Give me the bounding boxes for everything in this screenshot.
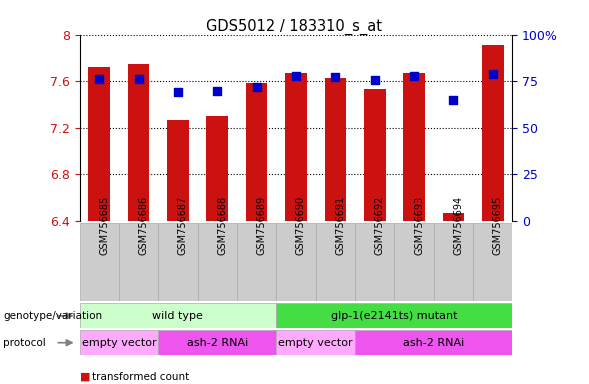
- Text: GSM756691: GSM756691: [335, 195, 345, 255]
- Bar: [167, 119, 188, 221]
- Text: GSM756687: GSM756687: [178, 195, 188, 255]
- Text: glp-1(e2141ts) mutant: glp-1(e2141ts) mutant: [331, 311, 458, 321]
- Text: GSM756688: GSM756688: [217, 195, 227, 255]
- Point: [330, 74, 340, 81]
- Text: GSM756686: GSM756686: [138, 195, 148, 255]
- Text: empty vector: empty vector: [279, 338, 353, 348]
- Bar: [316, 223, 355, 301]
- Point: [94, 76, 104, 82]
- Text: GSM756694: GSM756694: [454, 195, 464, 255]
- Bar: [285, 73, 307, 221]
- Bar: [482, 45, 504, 221]
- Text: GDS5012 / 183310_s_at: GDS5012 / 183310_s_at: [207, 19, 382, 35]
- Bar: [395, 223, 434, 301]
- Text: transformed count: transformed count: [92, 372, 190, 382]
- Bar: [473, 223, 512, 301]
- Point: [252, 84, 262, 90]
- Point: [370, 77, 379, 83]
- Bar: [442, 213, 464, 221]
- Bar: [276, 330, 355, 355]
- Bar: [197, 223, 237, 301]
- Text: protocol: protocol: [3, 338, 46, 348]
- Text: GSM756692: GSM756692: [375, 195, 385, 255]
- Point: [488, 71, 498, 77]
- Text: GSM756695: GSM756695: [493, 195, 503, 255]
- Text: ash-2 RNAi: ash-2 RNAi: [187, 338, 248, 348]
- Text: GSM756685: GSM756685: [99, 195, 109, 255]
- Bar: [276, 223, 316, 301]
- Bar: [325, 78, 346, 221]
- Bar: [434, 223, 473, 301]
- Text: empty vector: empty vector: [81, 338, 156, 348]
- Bar: [158, 330, 276, 355]
- Point: [173, 89, 183, 95]
- Bar: [355, 330, 512, 355]
- Point: [213, 88, 222, 94]
- Bar: [276, 303, 512, 328]
- Bar: [237, 223, 276, 301]
- Point: [134, 76, 143, 82]
- Point: [291, 73, 300, 79]
- Bar: [246, 83, 267, 221]
- Text: ■: ■: [80, 372, 90, 382]
- Bar: [80, 330, 158, 355]
- Bar: [364, 89, 386, 221]
- Point: [449, 97, 458, 103]
- Bar: [88, 67, 110, 221]
- Bar: [403, 73, 425, 221]
- Text: GSM756689: GSM756689: [257, 195, 267, 255]
- Point: [409, 73, 419, 79]
- Bar: [119, 223, 158, 301]
- Bar: [158, 223, 197, 301]
- Text: genotype/variation: genotype/variation: [3, 311, 102, 321]
- Text: wild type: wild type: [153, 311, 203, 321]
- Text: GSM756690: GSM756690: [296, 195, 306, 255]
- Bar: [80, 223, 119, 301]
- Text: ash-2 RNAi: ash-2 RNAi: [403, 338, 464, 348]
- Bar: [128, 64, 150, 221]
- Bar: [80, 303, 276, 328]
- Bar: [355, 223, 395, 301]
- Text: GSM756693: GSM756693: [414, 195, 424, 255]
- Bar: [206, 116, 228, 221]
